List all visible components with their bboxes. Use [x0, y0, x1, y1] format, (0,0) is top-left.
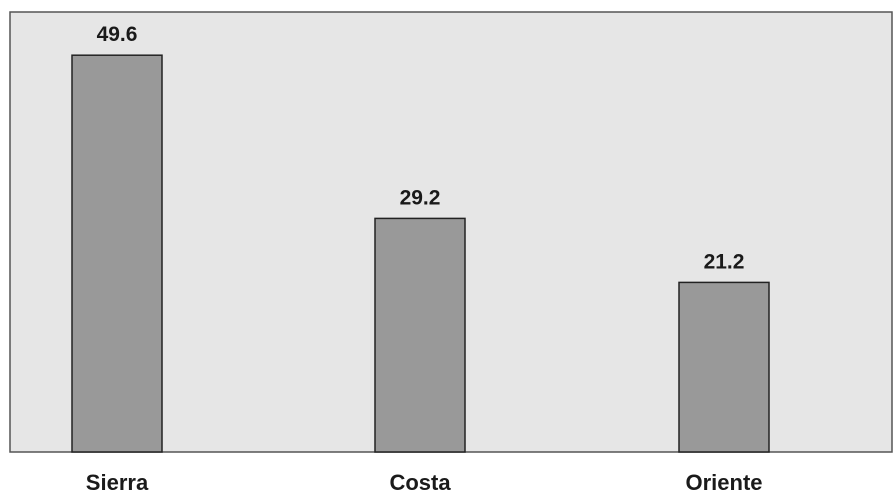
category-label-oriente: Oriente: [685, 470, 762, 495]
value-labels-group: 49.6 29.2 21.2: [97, 23, 745, 273]
category-labels-group: Sierra Costa Oriente: [86, 470, 763, 495]
bar-costa: [374, 217, 466, 453]
category-label-costa: Costa: [389, 470, 451, 495]
value-label-sierra: 49.6: [97, 23, 138, 46]
bar-oriente: [678, 281, 770, 453]
bars-group: [71, 54, 770, 453]
category-label-sierra: Sierra: [86, 470, 149, 495]
value-label-oriente: 21.2: [704, 250, 745, 273]
bar-sierra: [71, 54, 163, 453]
value-label-costa: 29.2: [400, 186, 441, 209]
